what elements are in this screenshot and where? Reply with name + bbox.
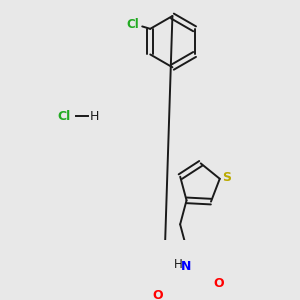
Text: Cl: Cl: [57, 110, 70, 123]
Text: O: O: [213, 277, 224, 290]
Text: N: N: [182, 260, 192, 273]
Text: Cl: Cl: [126, 18, 139, 31]
Text: H: H: [89, 110, 99, 123]
Text: O: O: [152, 289, 163, 300]
Text: H: H: [174, 258, 183, 271]
Text: S: S: [222, 171, 231, 184]
